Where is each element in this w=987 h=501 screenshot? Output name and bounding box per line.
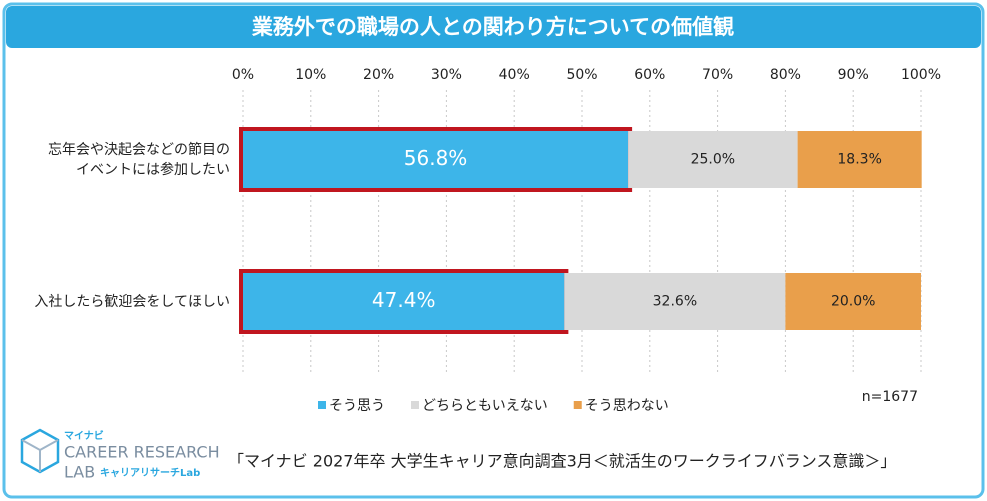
bar-segment (628, 131, 798, 188)
x-tick-label: 90% (838, 67, 869, 83)
x-tick-label: 40% (499, 67, 530, 83)
category-label: 入社したら歓迎会をしてほしい (34, 293, 230, 310)
value-label: 56.8% (404, 146, 468, 170)
x-tick-label: 100% (901, 67, 941, 83)
logo-sub: キャリアリサーチLab (100, 467, 200, 479)
legend-swatch (411, 401, 419, 409)
category-label: 忘年会や決起会などの節目の イベントには参加したい (48, 141, 230, 178)
legend-label: そう思う (329, 398, 385, 414)
bar-segment (243, 131, 629, 188)
source-note: 「マイナビ 2027年卒 大学生キャリア意向調査3月＜就活生のワークライフバラン… (228, 452, 896, 471)
value-label: 47.4% (372, 288, 436, 312)
chart-title: 業務外での職場の人との関わり方についての価値観 (252, 15, 734, 39)
x-tick-label: 60% (634, 67, 665, 83)
value-label: 18.3% (837, 152, 881, 168)
x-tick-label: 70% (702, 67, 733, 83)
bar-segment (243, 273, 565, 330)
bar-segment (797, 131, 922, 188)
legend-label: どちらともいえない (422, 398, 548, 414)
logo-brand: マイナビ (64, 429, 104, 442)
x-tick-label: 10% (295, 67, 326, 83)
x-tick-label: 20% (363, 67, 394, 83)
logo: マイナビ CAREER RESEARCH LAB キャリアリサーチLab (20, 428, 220, 482)
bar-segment (564, 273, 786, 330)
x-tick-label: 80% (770, 67, 801, 83)
logo-cube-inner (21, 439, 59, 472)
title-bar (6, 6, 981, 48)
logo-cube (20, 428, 60, 474)
legend-swatch (318, 401, 326, 409)
sample-note: n=1677 (862, 389, 918, 405)
x-tick-label: 50% (566, 67, 597, 83)
logo-line2: LAB (64, 463, 95, 482)
legend-label: そう思わない (585, 398, 669, 414)
x-tick-label: 30% (431, 67, 462, 83)
value-label: 20.0% (831, 294, 875, 310)
value-label: 32.6% (653, 294, 697, 310)
logo-line1: CAREER RESEARCH (64, 443, 220, 462)
x-tick-label: 0% (232, 67, 254, 83)
legend-swatch (573, 401, 582, 409)
plot: 0% 10% 20% 30% 40% 50% 60% 70% 80% 90% 100% 56.8% 25… (232, 67, 941, 414)
bar-segment (785, 273, 921, 330)
value-label: 25.0% (691, 152, 735, 168)
